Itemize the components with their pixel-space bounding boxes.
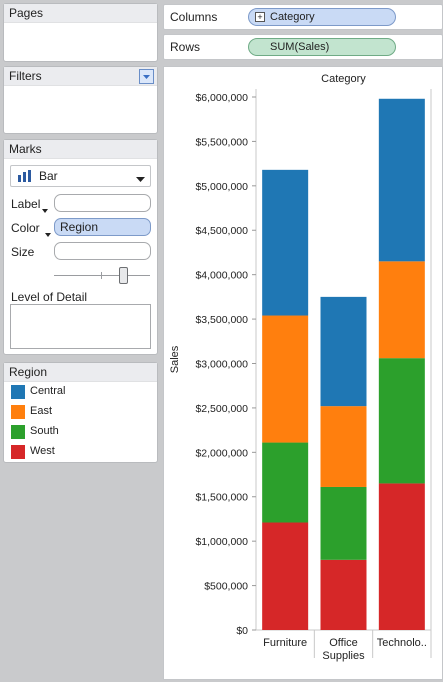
filters-card: Filters (3, 66, 158, 134)
y-tick-label: $4,500,000 (195, 225, 248, 237)
legend-label: Central (30, 385, 66, 397)
expand-plus-icon[interactable]: + (255, 12, 265, 22)
x-tick-label: Furniture (263, 637, 307, 649)
bar-chart-icon (17, 170, 33, 185)
legend-label: East (30, 405, 53, 417)
color-dropdown-icon[interactable] (45, 226, 51, 240)
sum-sales-pill[interactable]: SUM(Sales) (248, 38, 396, 56)
lod-label: Level of Detail (11, 290, 88, 304)
y-tick-label: $1,500,000 (195, 492, 248, 504)
rows-shelf-label: Rows (170, 40, 201, 54)
legend-swatch (11, 445, 25, 459)
marks-card: Marks Bar Label Color Region Size Level … (3, 139, 158, 355)
region-legend-card: Region Central East South West (3, 362, 158, 463)
y-tick-label: $5,000,000 (195, 181, 248, 193)
x-tick-label: Office (329, 637, 358, 649)
y-tick-label: $2,500,000 (195, 403, 248, 415)
chart-title: Category (321, 73, 366, 85)
bar-segment (320, 406, 367, 487)
size-shelf-label[interactable]: Size (11, 245, 35, 259)
size-slider[interactable] (54, 267, 150, 285)
bar-segment (378, 98, 425, 262)
label-shelf-label[interactable]: Label (11, 197, 41, 211)
color-shelf-label[interactable]: Color (11, 221, 40, 235)
bar-segment (320, 486, 367, 560)
bar-segment (378, 261, 425, 359)
x-tick-label: Supplies (322, 650, 365, 662)
category-pill[interactable]: + Category (248, 8, 396, 26)
legend-label: South (30, 425, 59, 437)
mark-type-select[interactable]: Bar (10, 165, 151, 187)
bar-segment (320, 559, 367, 630)
columns-shelf[interactable]: Columns + Category (163, 4, 443, 30)
label-field[interactable] (54, 194, 151, 212)
rows-shelf[interactable]: Rows SUM(Sales) (163, 34, 443, 60)
legend-swatch (11, 405, 25, 419)
filters-dropdown-icon[interactable] (139, 69, 154, 84)
mark-type-label: Bar (39, 169, 58, 183)
filters-title: Filters (4, 67, 157, 86)
bar-segment (262, 522, 309, 630)
bar-segment (262, 315, 309, 443)
category-pill-label: Category (270, 11, 315, 23)
label-dropdown-icon[interactable] (42, 202, 48, 216)
size-slider-thumb[interactable] (119, 267, 128, 284)
region-legend-title: Region (4, 363, 157, 382)
bar-segment (378, 358, 425, 484)
columns-shelf-label: Columns (170, 10, 218, 24)
size-slider-track (54, 275, 150, 276)
marks-title: Marks (4, 140, 157, 159)
sum-sales-pill-label: SUM(Sales) (270, 41, 330, 53)
y-tick-label: $5,500,000 (195, 136, 248, 148)
y-tick-label: $3,000,000 (195, 358, 248, 370)
y-tick-label: $1,000,000 (195, 536, 248, 548)
pages-title: Pages (4, 4, 157, 23)
y-tick-label: $500,000 (204, 581, 248, 593)
y-tick-label: $3,500,000 (195, 314, 248, 326)
y-tick-label: $4,000,000 (195, 270, 248, 282)
y-tick-label: $0 (236, 625, 248, 637)
size-field[interactable] (54, 242, 151, 260)
stacked-bar-chart: Category $0 $500,000 $1,000,000 $1,500,000 $2… (169, 73, 432, 662)
y-axis-label: Sales (169, 345, 181, 373)
color-pill-label: Region (60, 220, 99, 234)
y-tick-label: $6,000,000 (195, 92, 248, 104)
bar-segment (262, 442, 309, 523)
legend-swatch (11, 425, 25, 439)
bar-segment (378, 483, 425, 630)
bar-segment (320, 296, 367, 407)
legend-swatch (11, 385, 25, 399)
color-field[interactable]: Region (54, 218, 151, 236)
y-tick-label: $2,000,000 (195, 447, 248, 459)
bar-segment (262, 169, 309, 316)
pages-card: Pages (3, 3, 158, 62)
legend-label: West (30, 445, 55, 457)
lod-field[interactable] (10, 304, 151, 349)
size-slider-tick (101, 272, 102, 279)
chart-view: Category $0 $500,000 $1,000,000 $1,500,000 $2… (163, 66, 443, 680)
chevron-down-icon (136, 172, 145, 186)
x-tick-label: Technolo.. (377, 637, 427, 649)
